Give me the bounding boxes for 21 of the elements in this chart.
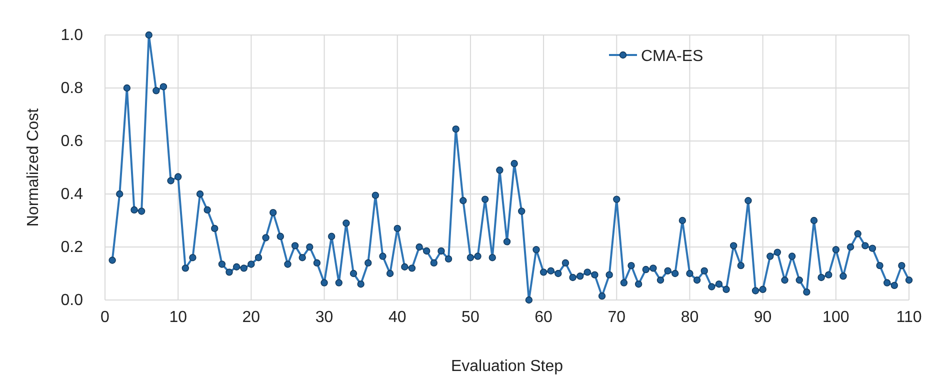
- y-tick-label: 0.0: [60, 292, 84, 309]
- x-tick-label: 90: [754, 309, 772, 326]
- x-tick-label: 110: [896, 309, 922, 326]
- legend-label: CMA-ES: [641, 48, 704, 65]
- x-tick-label: 30: [315, 309, 334, 326]
- y-tick-label: 0.6: [60, 133, 84, 150]
- x-tick-label: 40: [388, 309, 406, 326]
- x-tick-label: 50: [462, 309, 480, 326]
- y-tick-label: 1.0: [60, 27, 84, 44]
- x-tick-label: 100: [822, 309, 850, 326]
- x-tick-label: 20: [242, 309, 260, 326]
- x-tick-label: 80: [680, 309, 699, 326]
- y-tick-label: 0.4: [60, 186, 84, 203]
- x-tick-label: 60: [534, 309, 553, 326]
- x-axis-title: Evaluation Step: [450, 358, 564, 375]
- x-tick-label: 10: [169, 309, 188, 326]
- y-tick-label: 0.2: [60, 239, 84, 256]
- y-axis-title: Normalized Cost: [25, 108, 42, 227]
- y-tick-label: 0.8: [60, 80, 84, 97]
- x-tick-label: 0: [100, 309, 110, 326]
- x-tick-label: 70: [608, 309, 626, 326]
